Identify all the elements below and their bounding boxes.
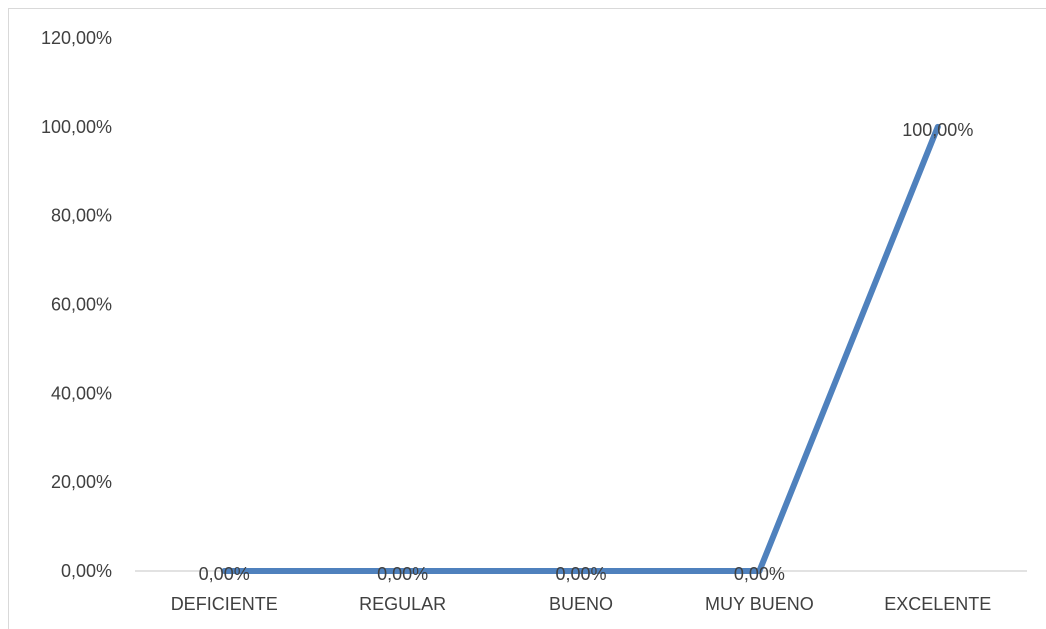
y-tick-label: 80,00% (51, 206, 112, 226)
y-tick-label: 20,00% (51, 472, 112, 492)
y-tick-label: 0,00% (61, 561, 112, 581)
x-tick-label: BUENO (549, 594, 613, 614)
series-lines (224, 127, 938, 571)
x-tick-label: REGULAR (359, 594, 446, 614)
x-tick-label: DEFICIENTE (171, 594, 278, 614)
data-label: 0,00% (377, 564, 428, 584)
data-label: 0,00% (734, 564, 785, 584)
y-tick-label: 100,00% (41, 117, 112, 137)
series-line (224, 127, 938, 571)
data-label: 0,00% (555, 564, 606, 584)
y-tick-label: 120,00% (41, 28, 112, 48)
y-tick-label: 60,00% (51, 295, 112, 315)
x-tick-label: MUY BUENO (705, 594, 814, 614)
y-tick-label: 40,00% (51, 383, 112, 403)
data-label: 100,00% (902, 120, 973, 140)
data-labels: 0,00% 0,00% 0,00% 0,00% 100,00% (199, 120, 974, 584)
x-tick-label: EXCELENTE (884, 594, 991, 614)
data-label: 0,00% (199, 564, 250, 584)
y-axis-tick-labels: 0,00% 20,00% 40,00% 60,00% 80,00% 100,00% 120,… (41, 28, 112, 581)
x-axis-tick-labels: DEFICIENTE REGULAR BUENO MUY BUENO EXCELENTE (171, 594, 992, 614)
